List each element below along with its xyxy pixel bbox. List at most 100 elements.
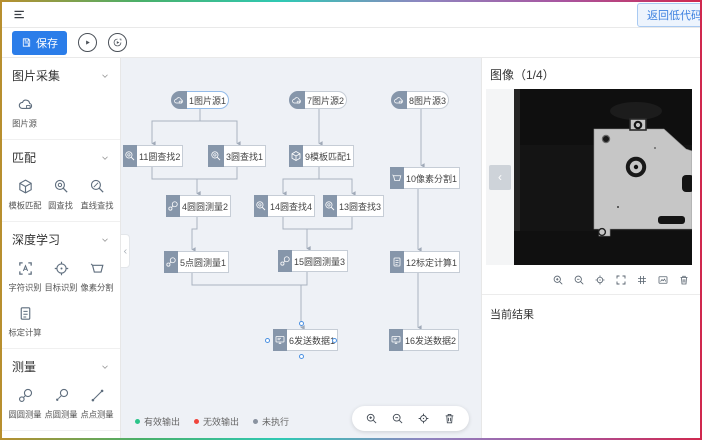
run-loop-button[interactable]: [108, 33, 127, 52]
target-icon: [53, 260, 70, 277]
sidebar-collapse-handle[interactable]: [121, 234, 130, 268]
node-label: 13圆查找3: [337, 195, 385, 217]
trash-icon[interactable]: [443, 412, 456, 425]
menu-icon[interactable]: [12, 7, 27, 22]
node-icon-box: [389, 329, 403, 351]
connection-handle[interactable]: [298, 354, 304, 359]
edge-13-15: [306, 217, 353, 251]
edge-3-4: [196, 167, 238, 196]
chevron-down-icon: [100, 71, 110, 81]
image-panel-title: 图像（1/4）: [490, 68, 555, 82]
workflow-node-4[interactable]: 4圆圆测量2: [166, 195, 232, 217]
play-cycle-icon: [112, 37, 123, 48]
top-bar: 返回低代码: [2, 2, 700, 28]
circle-find-icon: [324, 200, 336, 212]
sidebar-section-1: 匹配 模板匹配 圆查找 直线查找: [2, 140, 120, 222]
workflow-node-12[interactable]: 12标定计算1: [390, 251, 461, 273]
tool-item[interactable]: 像素分割: [79, 260, 115, 294]
workflow-node-1[interactable]: 1图片源1: [171, 91, 229, 109]
legend-label: 未执行: [262, 417, 290, 427]
legend-label: 有效输出: [144, 417, 181, 427]
sidebar-section-0: 图片采集图片源: [2, 58, 120, 140]
connection-handle[interactable]: [332, 337, 337, 343]
tool-item[interactable]: 字符识别: [7, 260, 43, 294]
node-icon-box: [273, 329, 287, 351]
save-button[interactable]: 保存: [12, 30, 67, 55]
tool-item[interactable]: 点点测量: [79, 387, 115, 421]
tool-item[interactable]: 图片源: [7, 96, 43, 130]
workflow-node-3[interactable]: 3圆查找1: [208, 145, 266, 167]
connection-handle[interactable]: [298, 321, 304, 326]
node-icon-box: [166, 195, 180, 217]
segment-icon: [89, 260, 106, 277]
tool-item-label: 点点测量: [80, 410, 114, 420]
inspection-image[interactable]: [514, 89, 692, 265]
zoom-out-icon[interactable]: [391, 412, 404, 425]
node-icon-box: [289, 91, 305, 109]
connection-handle[interactable]: [265, 337, 270, 343]
measure-pp-icon: [89, 387, 106, 404]
workflow-node-15[interactable]: 15圆圆测量3: [278, 250, 349, 272]
zoom-in-icon[interactable]: [552, 274, 564, 286]
workflow-canvas[interactable]: 有效输出 无效输出 未执行 1图片源1 7图片源2 8图片源3 11圆查找2 3圆查找1 9模…: [121, 58, 481, 438]
node-label: 15圆圆测量3: [292, 250, 349, 272]
tool-item[interactable]: 直线查找: [79, 178, 115, 212]
node-icon-box: [278, 250, 292, 272]
section-title[interactable]: 测量: [2, 351, 120, 381]
tool-item-label: 字符识别: [8, 283, 42, 293]
node-icon-box: [390, 167, 404, 189]
workflow-node-13[interactable]: 13圆查找3: [323, 195, 385, 217]
node-icon-box: [391, 91, 407, 109]
locate-icon[interactable]: [594, 274, 606, 286]
play-icon: [82, 37, 93, 48]
tool-item[interactable]: 标定计算: [7, 305, 43, 339]
node-label: 12标定计算1: [404, 251, 461, 273]
section-title[interactable]: 通信: [2, 433, 120, 438]
workflow-node-5[interactable]: 5点圆测量1: [164, 251, 230, 273]
workflow-edges: [151, 109, 425, 330]
zoom-out-icon[interactable]: [573, 274, 585, 286]
workflow-node-8[interactable]: 8图片源3: [391, 91, 449, 109]
workflow-node-11[interactable]: 11圆查找2: [123, 145, 184, 167]
trash-icon[interactable]: [678, 274, 690, 286]
workflow-node-14[interactable]: 14圆查找4: [254, 195, 316, 217]
node-icon-box: [289, 145, 303, 167]
section-title[interactable]: 图片采集: [2, 60, 120, 90]
workflow-node-6[interactable]: 6发送数据1: [265, 321, 339, 359]
section-items: 模板匹配 圆查找 直线查找: [2, 172, 120, 212]
cloud-icon: [393, 95, 404, 106]
legend-dot: [135, 419, 140, 424]
node-label: 3圆查找1: [223, 145, 266, 167]
node-label: 11圆查找2: [137, 145, 184, 167]
edge-1-3: [199, 109, 241, 146]
legend-item: 有效输出: [135, 415, 180, 428]
node-icon-box: [123, 145, 137, 167]
edge-5-6: [191, 273, 305, 330]
back-to-lowcode-button[interactable]: 返回低代码: [637, 2, 700, 27]
fullscreen-icon[interactable]: [615, 274, 627, 286]
workflow-node-7[interactable]: 7图片源2: [289, 91, 347, 109]
tool-item[interactable]: 模板匹配: [7, 178, 43, 212]
workflow-node-10[interactable]: 10像素分割1: [390, 167, 461, 189]
node-icon-box: [164, 251, 178, 273]
previous-image-button[interactable]: ‹: [489, 164, 511, 190]
locate-icon[interactable]: [417, 412, 430, 425]
node-label: 1图片源1: [186, 91, 229, 109]
section-title[interactable]: 深度学习: [2, 224, 120, 254]
zoom-in-icon[interactable]: [365, 412, 378, 425]
run-once-button[interactable]: [78, 33, 97, 52]
doc-icon: [17, 305, 34, 322]
section-items: 字符识别 目标识别 像素分割标定计算: [2, 254, 120, 339]
edge-9-14: [282, 167, 320, 196]
section-title[interactable]: 匹配: [2, 142, 120, 172]
tool-item[interactable]: 点圆测量: [43, 387, 79, 421]
chevron-down-icon: [100, 235, 110, 245]
tool-item[interactable]: 目标识别: [43, 260, 79, 294]
workflow-node-16[interactable]: 16发送数据2: [389, 329, 460, 351]
workflow-node-9[interactable]: 9模板匹配1: [289, 145, 355, 167]
tool-item[interactable]: 圆查找: [43, 178, 79, 212]
fit-image-icon[interactable]: [657, 274, 669, 286]
tool-item[interactable]: 圆圆测量: [7, 387, 43, 421]
grid-icon[interactable]: [636, 274, 648, 286]
